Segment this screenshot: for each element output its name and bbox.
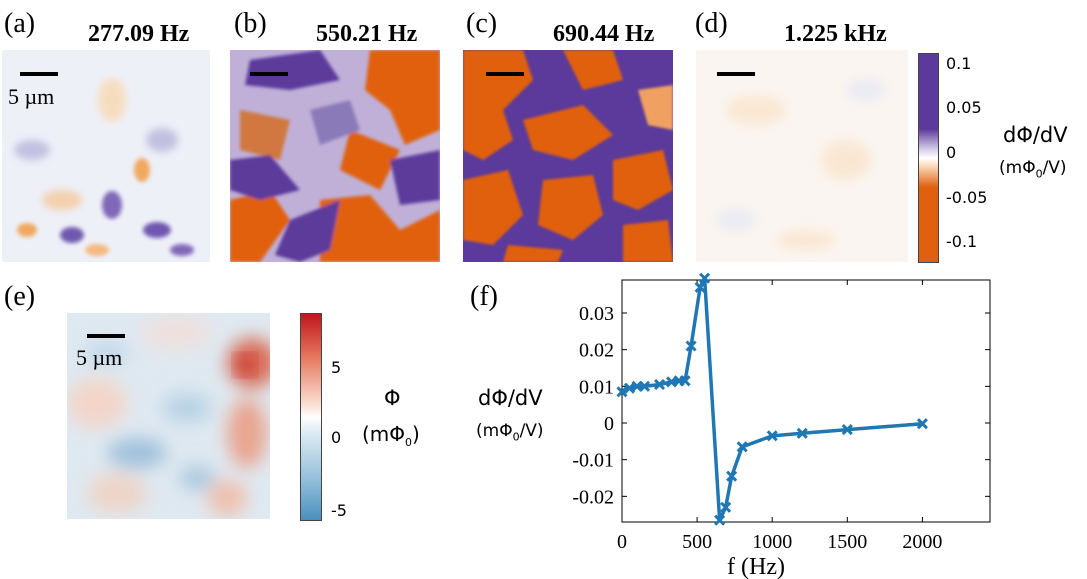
top-colorbar-unit: (mΦ0/V) — [999, 158, 1067, 181]
panel-e-colorbar-title: Φ — [384, 386, 401, 410]
data-point — [616, 386, 628, 398]
panel-c-frequency: 690.44 Hz — [553, 21, 655, 47]
data-point — [720, 501, 732, 513]
panel-a-scalebar — [20, 72, 58, 76]
data-point — [679, 375, 691, 387]
chart-ylabel-unit: (mΦ0/V) — [476, 421, 544, 444]
panel-e-colorbar-tick: -5 — [331, 501, 347, 520]
panel-a-label: (a) — [4, 8, 36, 39]
data-point — [916, 418, 928, 430]
series-line — [621, 276, 923, 522]
panel-e-scalebar-label: 5 µm — [76, 345, 123, 370]
top-colorbar — [918, 53, 939, 263]
data-point — [653, 378, 666, 391]
panel-c-label: (c) — [466, 8, 498, 39]
panel-c-flux-map — [463, 50, 673, 262]
panel-f-label: (f) — [470, 281, 498, 312]
panel-e-colorbar-tick: 0 — [331, 428, 342, 447]
panel-b-frequency: 550.21 Hz — [316, 21, 418, 47]
panel-b-scalebar — [250, 72, 288, 76]
panel-d-flux-map — [696, 50, 908, 262]
data-point — [623, 382, 636, 394]
data-point — [766, 430, 778, 442]
panel-e-label: (e) — [4, 281, 36, 312]
data-point — [841, 424, 853, 436]
x-tick-label: 0 — [617, 531, 627, 553]
top-colorbar-tick: -0.1 — [946, 232, 978, 251]
data-point — [638, 380, 651, 392]
panel-e-colorbar — [300, 313, 322, 521]
x-tick-label: 2000 — [902, 531, 942, 553]
x-tick-label: 1000 — [752, 531, 792, 553]
panel-d-frequency: 1.225 kHz — [784, 21, 887, 47]
data-point — [736, 441, 748, 453]
panel-a-scalebar-label: 5 µm — [8, 84, 55, 109]
top-colorbar-title: dΦ/dV — [1003, 123, 1068, 147]
panel-e-colorbar-unit: (mΦ0) — [362, 422, 420, 449]
top-colorbar-tick: -0.05 — [946, 188, 988, 207]
data-point — [714, 514, 726, 526]
y-tick-label: 0 — [604, 413, 614, 435]
top-colorbar-tick: 0.1 — [946, 54, 972, 73]
x-tick-label: 500 — [682, 531, 712, 553]
data-point — [685, 340, 697, 352]
panel-c-scalebar — [486, 72, 524, 76]
data-point — [694, 281, 706, 293]
panel-e-flux-map — [67, 313, 270, 519]
y-tick-label: 0.02 — [579, 340, 614, 362]
y-tick-label: 0.01 — [579, 376, 614, 398]
panel-b-label: (b) — [234, 8, 267, 39]
panel-d-scalebar — [717, 72, 755, 76]
panel-e-colorbar-tick: 5 — [331, 358, 342, 377]
top-colorbar-tick: 0.05 — [946, 98, 982, 117]
chart-ylabel: dΦ/dV — [478, 386, 543, 410]
panel-d-label: (d) — [695, 8, 728, 39]
top-colorbar-tick: 0 — [946, 143, 957, 162]
data-point — [796, 427, 808, 439]
panel-e-scalebar — [87, 334, 125, 338]
chart-frame — [621, 279, 991, 523]
y-tick-label: -0.01 — [572, 450, 614, 472]
y-tick-label: 0.03 — [579, 303, 614, 325]
data-point — [699, 272, 711, 284]
panel-a-frequency: 277.09 Hz — [88, 21, 190, 47]
y-tick-label: -0.02 — [572, 486, 614, 508]
data-point — [726, 470, 738, 482]
x-tick-label: 1500 — [827, 531, 867, 553]
panel-a-flux-map — [2, 50, 210, 262]
panel-b-flux-map — [230, 50, 440, 262]
chart-xlabel: f (Hz) — [727, 554, 785, 579]
